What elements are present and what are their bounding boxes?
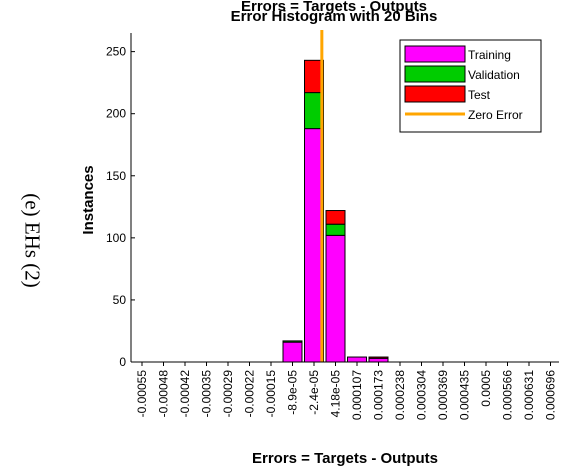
y-tick-label: 100: [106, 231, 126, 245]
x-tick-label: 4.18e-05: [329, 370, 343, 418]
bar-validation-7: [282, 340, 303, 343]
x-tick-label: 0.000696: [544, 370, 558, 420]
x-tick-label: 0.000304: [415, 370, 429, 420]
x-tick-label: -0.00042: [178, 370, 192, 418]
bar-training-9: [325, 234, 346, 363]
legend-swatch-validation: [404, 65, 466, 83]
legend-label-validation: Validation: [468, 68, 520, 82]
x-tick-label: 0.000435: [458, 370, 472, 420]
x-tick-label: -0.00035: [200, 370, 214, 418]
bar-training-7: [282, 341, 303, 363]
y-tick-label: 150: [106, 169, 126, 183]
bar-test-11: [368, 356, 389, 359]
x-tick-label: -0.00048: [157, 370, 171, 418]
legend-label-zero-error: Zero Error: [468, 108, 523, 122]
bar-training-10: [347, 356, 367, 363]
y-tick-label: 250: [106, 45, 126, 59]
x-tick-label: -0.00029: [221, 370, 235, 418]
x-axis-label: Errors = Targets - Outputs: [252, 450, 438, 467]
bar-training-11: [368, 357, 389, 363]
bar-test-9: [325, 210, 346, 225]
legend-swatch-training: [404, 45, 466, 63]
bar-validation-9: [325, 223, 346, 236]
axes-layer: [130, 33, 559, 363]
x-tick-label: 0.000631: [522, 370, 536, 420]
axis-ticks-layer: -0.00055 -0.00048 -0.00042 -0.00035 -0.00029…: [106, 45, 558, 420]
x-tick-label: -2.4e-05: [307, 370, 321, 415]
legend-label-training: Training: [468, 48, 511, 62]
x-tick-label: 0.000107: [350, 370, 364, 420]
x-tick-label: 0.000238: [393, 370, 407, 420]
y-tick-label: 200: [106, 107, 126, 121]
chart-title-line1: Errors = Targets - Outputs: [241, 0, 427, 15]
legend-label-test: Test: [468, 88, 491, 102]
x-tick-label: 0.0005: [479, 370, 493, 407]
legend-swatch-test: [404, 85, 466, 103]
y-tick-label: 0: [119, 355, 126, 369]
bars-layer: [282, 59, 389, 363]
y-tick-label: 50: [113, 293, 127, 307]
x-tick-label: -0.00055: [135, 370, 149, 418]
x-tick-label: -0.00022: [243, 370, 257, 418]
x-tick-label: -0.00015: [264, 370, 278, 418]
x-tick-label: 0.000369: [436, 370, 450, 420]
legend: Training Validation Test Zero Error: [399, 39, 542, 133]
x-tick-label: 0.000173: [372, 370, 386, 420]
bar-test-8: [304, 59, 324, 94]
y-axis-label: Instances: [80, 165, 97, 234]
x-tick-label: 0.000566: [501, 370, 515, 420]
x-tick-label: -8.9e-05: [286, 370, 300, 415]
chart-title-line2: Error Histogram with 20 Bins: [231, 8, 438, 25]
